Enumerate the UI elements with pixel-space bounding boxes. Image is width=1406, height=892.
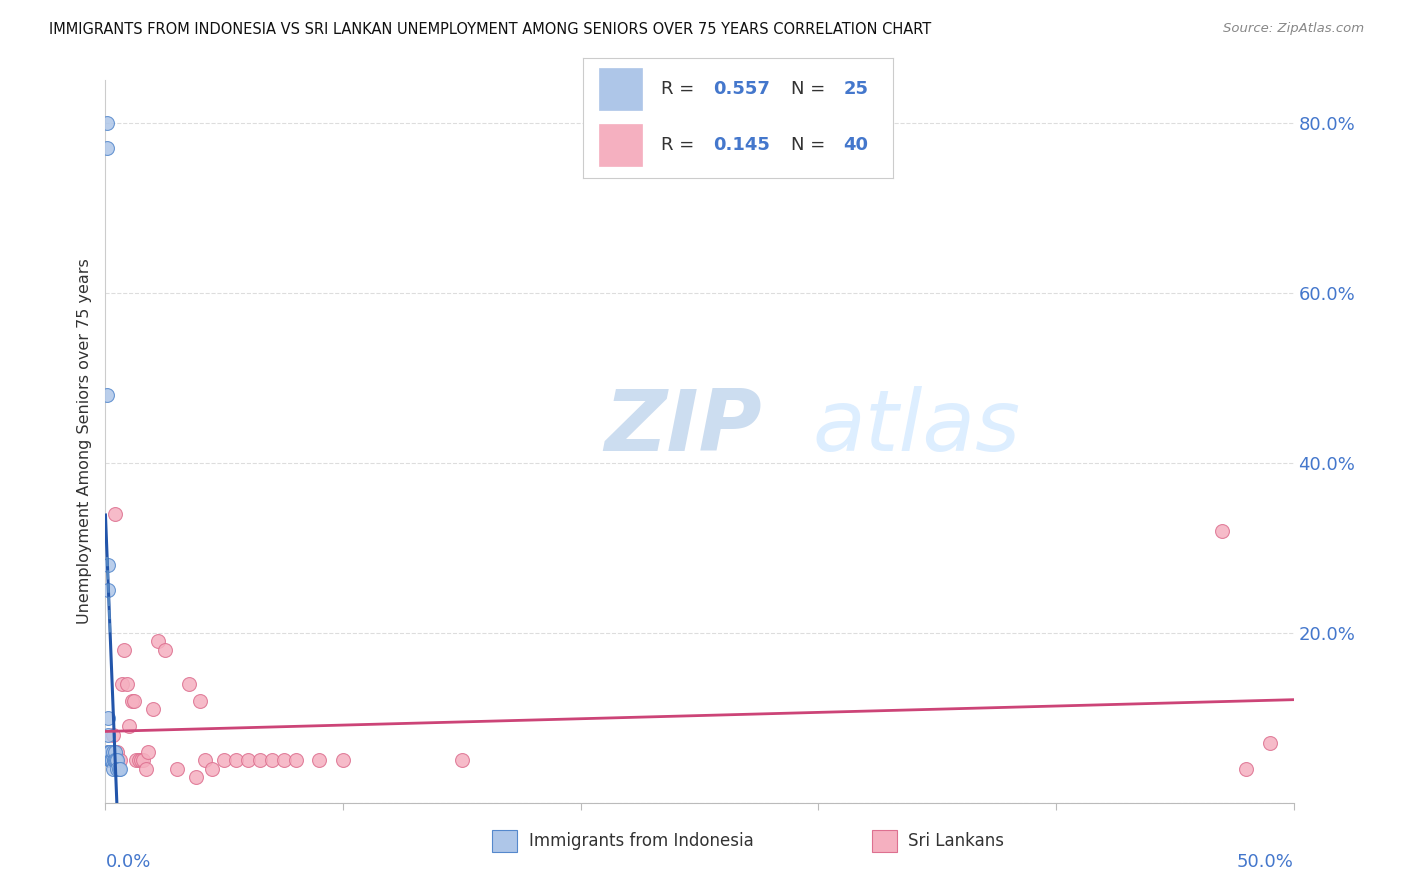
Point <box>101 762 124 776</box>
Point <box>332 753 354 767</box>
Point <box>96 388 118 402</box>
Text: 50.0%: 50.0% <box>1237 854 1294 871</box>
Point <box>128 753 150 767</box>
Text: IMMIGRANTS FROM INDONESIA VS SRI LANKAN UNEMPLOYMENT AMONG SENIORS OVER 75 YEARS: IMMIGRANTS FROM INDONESIA VS SRI LANKAN … <box>49 22 931 37</box>
Point <box>121 694 143 708</box>
Point <box>115 677 138 691</box>
Point <box>108 762 131 776</box>
Point <box>105 762 128 776</box>
Point <box>105 753 128 767</box>
Point <box>97 558 120 572</box>
Point <box>201 762 224 776</box>
Point <box>104 745 127 759</box>
Point <box>103 753 125 767</box>
Point <box>97 745 120 759</box>
Point <box>96 116 118 130</box>
Point <box>190 694 212 708</box>
Point <box>103 753 125 767</box>
Point <box>129 753 152 767</box>
Point <box>111 677 134 691</box>
Point <box>97 583 120 598</box>
Text: N =: N = <box>790 79 831 98</box>
Point <box>105 753 128 767</box>
Point <box>104 753 127 767</box>
Text: Sri Lankans: Sri Lankans <box>908 831 1004 850</box>
Text: R =: R = <box>661 136 700 154</box>
Point <box>98 745 121 759</box>
Point <box>153 642 176 657</box>
Bar <box>599 68 643 110</box>
Point <box>194 753 217 767</box>
Text: 0.557: 0.557 <box>713 79 770 98</box>
Point <box>105 745 128 759</box>
Text: R =: R = <box>661 79 700 98</box>
Point <box>97 728 120 742</box>
Point <box>260 753 283 767</box>
Point <box>450 753 472 767</box>
Point <box>98 745 121 759</box>
Point <box>97 711 120 725</box>
Point <box>184 770 207 784</box>
Point <box>146 634 169 648</box>
Point <box>98 753 121 767</box>
Point <box>108 753 131 767</box>
Point <box>125 753 148 767</box>
Point <box>98 753 121 767</box>
Point <box>100 753 122 767</box>
Y-axis label: Unemployment Among Seniors over 75 years: Unemployment Among Seniors over 75 years <box>77 259 93 624</box>
Text: 40: 40 <box>844 136 869 154</box>
Point <box>136 745 159 759</box>
Point <box>101 728 124 742</box>
Point <box>308 753 330 767</box>
Point <box>249 753 271 767</box>
Point <box>1211 524 1233 538</box>
Text: N =: N = <box>790 136 831 154</box>
Point <box>107 762 129 776</box>
Text: ZIP: ZIP <box>605 385 762 468</box>
Point <box>135 762 157 776</box>
Point <box>101 753 124 767</box>
Point <box>273 753 295 767</box>
Point <box>104 507 127 521</box>
Point <box>177 677 200 691</box>
Text: 0.145: 0.145 <box>713 136 770 154</box>
Point <box>214 753 236 767</box>
Text: 25: 25 <box>844 79 869 98</box>
Point <box>1234 762 1257 776</box>
Point <box>132 753 155 767</box>
Point <box>142 702 165 716</box>
Point <box>236 753 259 767</box>
Point <box>114 642 136 657</box>
Point <box>284 753 307 767</box>
Point <box>101 745 124 759</box>
Bar <box>599 124 643 166</box>
Point <box>122 694 145 708</box>
Point <box>96 141 118 155</box>
Point <box>100 753 122 767</box>
Text: 0.0%: 0.0% <box>105 854 150 871</box>
Text: atlas: atlas <box>813 385 1021 468</box>
Text: Source: ZipAtlas.com: Source: ZipAtlas.com <box>1223 22 1364 36</box>
Point <box>118 719 141 733</box>
Text: Immigrants from Indonesia: Immigrants from Indonesia <box>529 831 754 850</box>
Point <box>166 762 188 776</box>
Point <box>225 753 247 767</box>
Point <box>1258 736 1281 750</box>
Point <box>97 745 120 759</box>
